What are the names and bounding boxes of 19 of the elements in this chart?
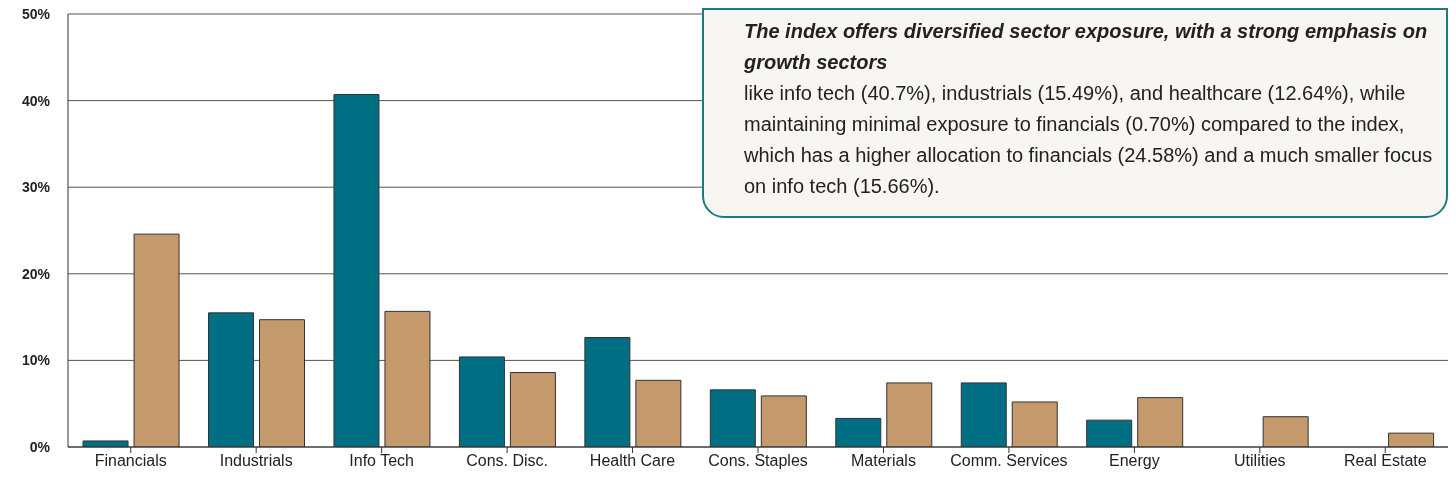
- y-tick-label: 40%: [21, 92, 51, 109]
- x-tick-label: Energy: [1109, 452, 1160, 470]
- x-tick-label: Cons. Disc.: [466, 452, 548, 470]
- x-tick-label: Industrials: [219, 452, 293, 470]
- x-tick-label: Health Care: [589, 452, 676, 470]
- x-tick-label: Utilities: [1234, 452, 1286, 470]
- x-tick-label: Materials: [851, 452, 916, 470]
- x-tick-label: Real Estate: [1343, 452, 1427, 470]
- y-tick-label: 50%: [21, 5, 51, 22]
- x-tick-label: Financials: [94, 452, 167, 470]
- callout-box: The index offers diversified sector exposure, with a strong emphasis on growth sectors like info tech (40.7%), industrials (15.49%), and healthcare (12.64%), while maintaining minimal exposure to financials (0.70%) compared to the index, which has a higher allocation to financials (24.58%) and a much smaller focus on info tech (15.66%).: [702, 8, 1448, 218]
- x-tick-label: Comm. Services: [950, 452, 1068, 470]
- x-tick-label: Info Tech: [349, 452, 414, 470]
- y-tick-label: 20%: [21, 265, 51, 282]
- y-tick-label: 30%: [21, 179, 51, 196]
- annotation: like info tech (40.7%), industrials (15.49%), and healthcare (12.64%), while maintaining minimal exposure to financials (0.70%) compared to the index, which has a higher allocation to financials (24.58%) and a much smaller focus on info tech (15.66%).: [744, 81, 1434, 199]
- y-tick-label: 10%: [21, 352, 51, 369]
- y-tick-label: 0%: [29, 438, 51, 455]
- x-tick-label: Cons. Staples: [708, 452, 808, 470]
